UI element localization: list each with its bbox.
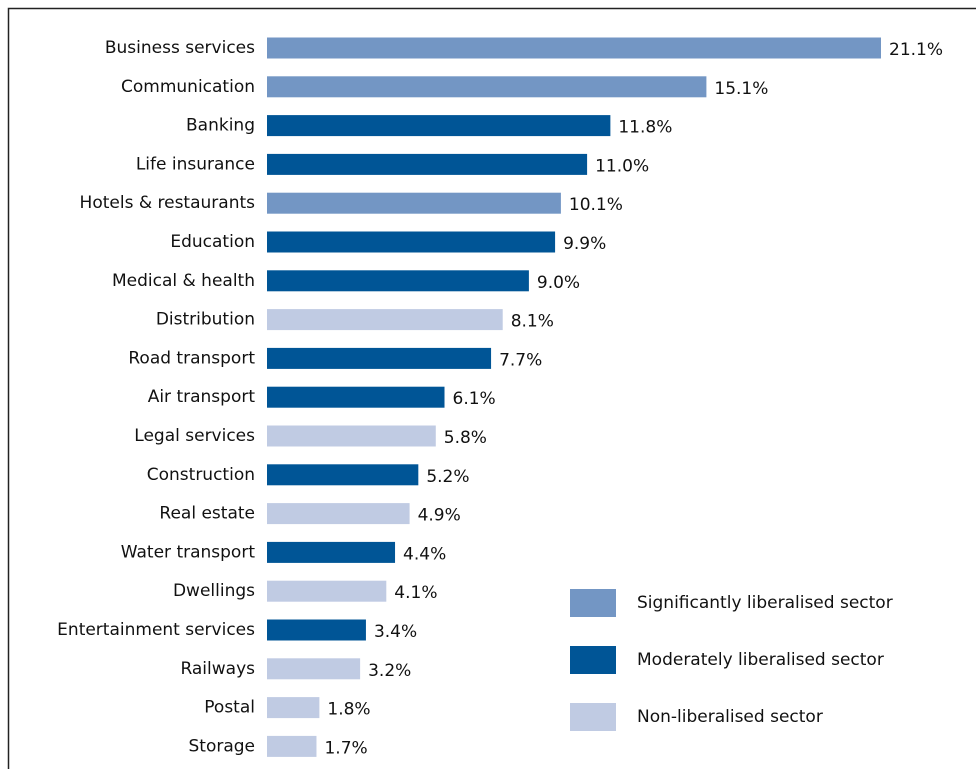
category-label: Dwellings — [173, 581, 255, 601]
legend-swatch — [570, 589, 616, 617]
bar — [267, 619, 366, 641]
bar — [267, 658, 361, 680]
bar — [267, 735, 317, 757]
frame — [7, 7, 976, 769]
category-label: Business services — [105, 38, 255, 58]
bar — [267, 192, 561, 214]
category-label: Real estate — [159, 504, 255, 524]
bar — [267, 386, 445, 408]
category-label: Banking — [186, 116, 255, 136]
legend-swatch — [570, 646, 616, 674]
bar — [267, 541, 396, 563]
value-label: 7.7% — [499, 350, 542, 370]
value-label: 11.0% — [595, 156, 649, 176]
bar — [267, 76, 707, 98]
bar — [267, 153, 588, 175]
category-label: Communication — [121, 77, 255, 97]
bar — [267, 309, 503, 331]
value-label: 8.1% — [511, 312, 554, 332]
category-label: Hotels & restaurants — [80, 193, 256, 213]
category-label: Distribution — [156, 310, 255, 330]
bar — [267, 503, 410, 525]
category-label: Medical & health — [112, 271, 255, 291]
value-label: 6.1% — [453, 389, 496, 409]
legend-label: Significantly liberalised sector — [637, 593, 893, 613]
value-label: 5.8% — [444, 428, 487, 448]
category-label: Postal — [204, 698, 255, 718]
bar — [267, 270, 529, 292]
category-label: Railways — [180, 659, 255, 679]
value-label: 11.8% — [618, 118, 672, 138]
value-label: 9.9% — [563, 234, 606, 254]
value-label: 10.1% — [569, 195, 623, 215]
value-label: 1.8% — [327, 700, 370, 720]
category-label: Air transport — [148, 387, 256, 407]
category-label: Construction — [147, 465, 255, 485]
value-label: 1.7% — [324, 738, 367, 758]
value-label: 21.1% — [889, 40, 943, 60]
value-label: 3.4% — [374, 622, 417, 642]
bar — [267, 464, 419, 486]
bar — [267, 697, 320, 719]
value-label: 4.1% — [394, 583, 437, 603]
bar — [267, 347, 492, 369]
value-label: 15.1% — [714, 79, 768, 99]
value-label: 3.2% — [368, 661, 411, 681]
value-label: 9.0% — [537, 273, 580, 293]
category-label: Legal services — [134, 426, 255, 446]
value-label: 5.2% — [426, 467, 469, 487]
category-label: Life insurance — [136, 154, 255, 174]
value-label: 4.9% — [418, 506, 461, 526]
category-label: Storage — [188, 736, 255, 756]
legend-label: Non-liberalised sector — [637, 707, 823, 727]
legend-swatch — [570, 703, 616, 731]
bar — [267, 425, 436, 447]
bar — [267, 115, 611, 137]
bar — [267, 37, 881, 59]
category-label: Education — [170, 232, 255, 252]
category-label: Road transport — [128, 348, 255, 368]
category-label: Water transport — [121, 542, 256, 562]
legend-label: Moderately liberalised sector — [637, 650, 884, 670]
category-label: Entertainment services — [57, 620, 255, 640]
value-label: 4.4% — [403, 544, 446, 564]
bar — [267, 231, 556, 253]
bar — [267, 580, 387, 602]
